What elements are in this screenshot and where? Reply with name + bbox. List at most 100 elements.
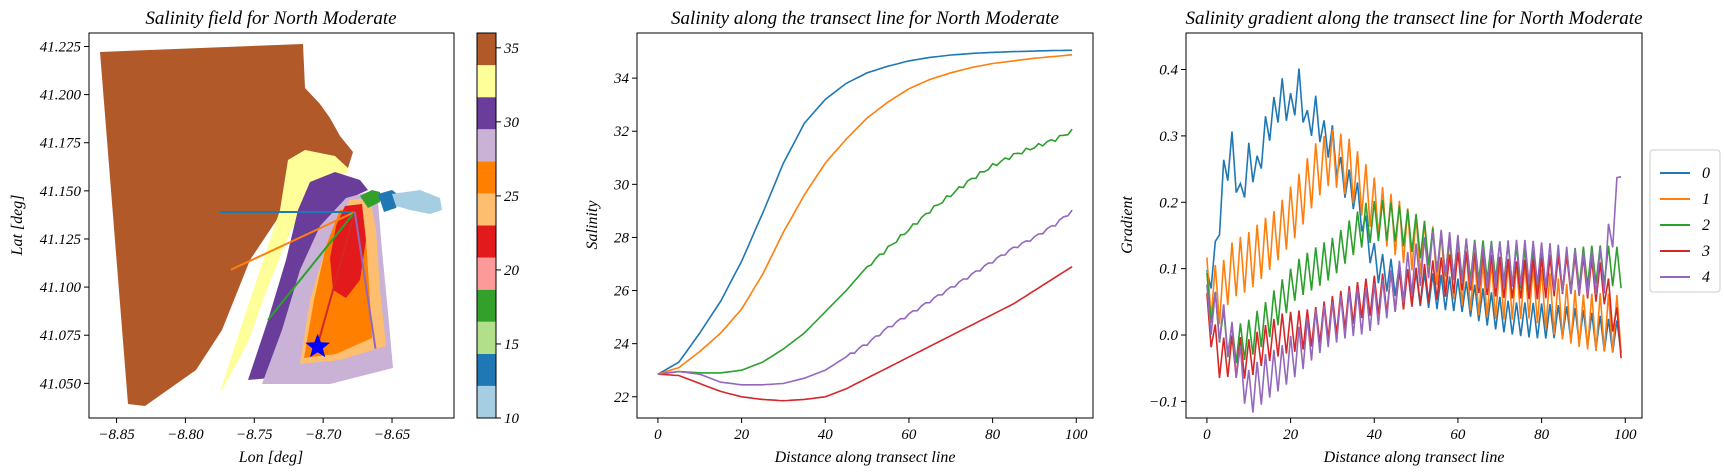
y-tick-label: 32 <box>613 124 630 140</box>
colorbar-segment <box>477 353 496 386</box>
x-tick-label: 100 <box>1614 427 1637 443</box>
gradient-frame <box>1185 32 1643 419</box>
salinity-field-xticks: −8.85 −8.80 −8.75 −8.70 −8.65 <box>98 418 411 443</box>
legend-label-1: 1 <box>1702 191 1710 208</box>
y-tick-label: 26 <box>614 284 630 300</box>
x-tick-label: 80 <box>1534 427 1550 443</box>
transect-line-4 <box>353 211 377 349</box>
y-tick-label: 41.225 <box>40 39 82 55</box>
y-tick-label: 41.100 <box>40 280 82 296</box>
gradient-title: Salinity gradient along the transect lin… <box>1185 8 1642 29</box>
field-region-35 <box>100 44 353 406</box>
x-tick-label: 0 <box>1203 427 1211 443</box>
gradient-xticks: 0 20 40 60 80 100 <box>1203 418 1637 443</box>
colorbar-segment <box>477 257 496 290</box>
colorbar-segment <box>477 65 496 98</box>
colorbar-segment <box>477 321 496 354</box>
legend: 0 1 2 3 4 <box>1649 149 1721 293</box>
river-mouth-star-marker <box>305 333 330 358</box>
legend-label-3: 3 <box>1701 243 1710 260</box>
y-tick-label: 24 <box>614 337 630 353</box>
x-tick-label: 80 <box>985 427 1001 443</box>
gradient-series-0 <box>1206 68 1622 354</box>
salinity-series-1 <box>657 54 1073 375</box>
colorbar-segment <box>477 225 496 258</box>
x-tick-label: 60 <box>1450 427 1466 443</box>
panel-salinity-gradient: 0 20 40 60 80 100 −0.10.00.10.20.30.4 Salinit… <box>1119 8 1721 466</box>
gradient-series-1 <box>1206 129 1622 353</box>
y-tick-label: −0.1 <box>1149 394 1178 410</box>
y-tick-label: 28 <box>614 230 630 246</box>
legend-label-0: 0 <box>1702 165 1710 182</box>
y-tick-label: 41.125 <box>40 232 82 248</box>
plume-tail <box>392 190 442 214</box>
legend-label-4: 4 <box>1702 269 1710 286</box>
x-tick-label: 20 <box>734 427 750 443</box>
colorbar-segment <box>477 385 496 418</box>
y-tick-label: 22 <box>614 390 630 406</box>
salinity-transect-xlabel: Distance along transect line <box>774 449 956 466</box>
salinity-transect-lines <box>657 49 1073 402</box>
salinity-transect-ylabel: Salinity <box>584 200 601 250</box>
salinity-transect-title: Salinity along the transect line for Nor… <box>671 8 1059 29</box>
x-tick-label: −8.85 <box>98 427 135 443</box>
salinity-field-xlabel: Lon [deg] <box>238 449 303 466</box>
salinity-series-2 <box>657 128 1073 375</box>
colorbar-tick-label: 25 <box>504 189 520 205</box>
x-tick-label: 0 <box>654 427 662 443</box>
y-tick-label: 0.0 <box>1159 328 1178 344</box>
gradient-ylabel: Gradient <box>1119 196 1136 254</box>
colorbar-segment <box>477 129 496 162</box>
panel-salinity-field: −8.85 −8.80 −8.75 −8.70 −8.65 41.050 41.075 41… <box>9 8 520 466</box>
legend-label-2: 2 <box>1702 217 1710 234</box>
y-tick-label: 0.2 <box>1159 195 1178 211</box>
colorbar-tick-label: 30 <box>503 115 520 131</box>
gradient-series-4 <box>1206 175 1622 413</box>
salinity-field-title: Salinity field for North Moderate <box>145 8 396 29</box>
colorbar-tick-label: 10 <box>504 411 520 427</box>
transect-line-1 <box>230 211 356 271</box>
panel-salinity-transect: 0 20 40 60 80 100 22 24 26 28 30 32 34 Salinity alo… <box>584 8 1094 466</box>
y-tick-label: 0.4 <box>1159 63 1178 79</box>
salinity-series-0 <box>657 49 1073 375</box>
colorbar-ticks: 10 15 20 25 30 35 <box>496 41 520 427</box>
colorbar-segment <box>477 289 496 322</box>
x-tick-label: 60 <box>901 427 917 443</box>
salinity-series-3 <box>657 266 1073 402</box>
x-tick-label: −8.65 <box>374 427 411 443</box>
salinity-field-ylabel: Lat [deg] <box>9 195 26 257</box>
y-tick-label: 34 <box>613 71 630 87</box>
y-tick-label: 30 <box>613 177 630 193</box>
x-tick-label: −8.75 <box>236 427 273 443</box>
colorbar-tick-label: 20 <box>504 263 520 279</box>
colorbar-segment <box>477 161 496 194</box>
y-tick-label: 41.200 <box>40 88 82 104</box>
x-tick-label: −8.80 <box>167 427 204 443</box>
x-tick-label: 100 <box>1065 427 1088 443</box>
colorbar-tick-label: 35 <box>503 41 520 57</box>
legend-box <box>1649 149 1721 293</box>
y-tick-label: 41.175 <box>40 136 82 152</box>
y-tick-label: 0.1 <box>1159 262 1178 278</box>
x-tick-label: 20 <box>1283 427 1299 443</box>
y-tick-label: 41.075 <box>40 328 82 344</box>
salinity-transect-frame <box>636 32 1094 419</box>
y-tick-label: 41.050 <box>40 376 82 392</box>
x-tick-label: 40 <box>818 427 834 443</box>
colorbar-segment <box>477 193 496 226</box>
salinity-colorbar <box>477 33 496 418</box>
x-tick-label: −8.70 <box>305 427 342 443</box>
gradient-xlabel: Distance along transect line <box>1323 449 1505 466</box>
field-region-30 <box>248 172 368 380</box>
transect-lines <box>219 211 377 349</box>
x-tick-label: 40 <box>1367 427 1383 443</box>
gradient-lines <box>1206 68 1622 413</box>
transect-line-2 <box>267 211 356 321</box>
plume-region <box>360 190 380 208</box>
salinity-series-4 <box>657 209 1073 386</box>
y-tick-label: 0.3 <box>1159 129 1178 145</box>
salinity-field-yticks: 41.050 41.075 41.100 41.125 41.150 41.175 41.2… <box>40 39 89 392</box>
salinity-transect-yticks: 22 24 26 28 30 32 34 <box>613 71 637 406</box>
salinity-field-frame <box>88 32 455 419</box>
